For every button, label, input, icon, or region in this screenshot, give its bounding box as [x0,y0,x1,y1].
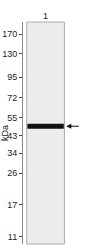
svg-text:26: 26 [7,168,17,178]
svg-text:17: 17 [7,200,17,210]
svg-text:11: 11 [8,232,17,242]
svg-text:kDa: kDa [0,125,10,141]
svg-text:1: 1 [43,11,48,21]
svg-text:72: 72 [7,93,17,103]
svg-text:34: 34 [7,148,17,158]
svg-text:130: 130 [2,49,17,59]
svg-text:170: 170 [2,29,17,39]
svg-text:43: 43 [7,131,17,141]
svg-text:55: 55 [7,113,17,123]
svg-text:95: 95 [7,72,17,82]
